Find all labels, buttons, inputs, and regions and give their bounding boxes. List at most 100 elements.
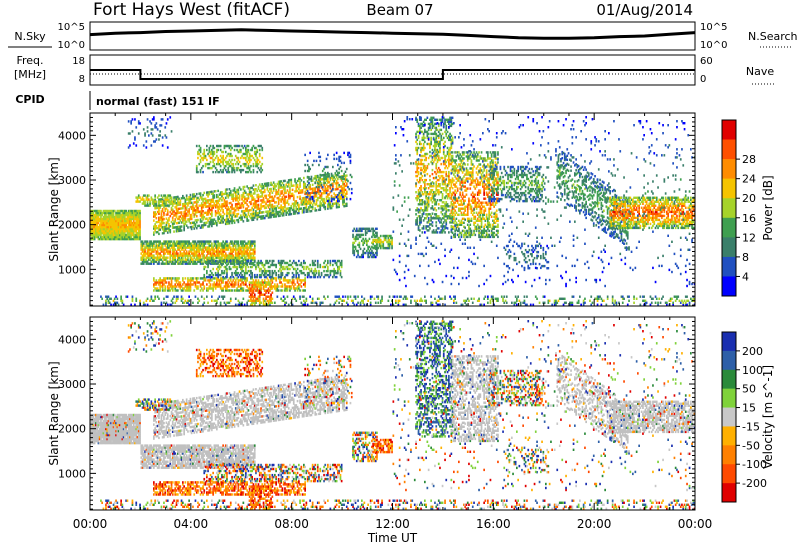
power-cell bbox=[110, 221, 112, 225]
power-cell bbox=[179, 250, 182, 253]
power-cell bbox=[141, 240, 144, 243]
power-cell bbox=[247, 254, 250, 257]
power-cell bbox=[111, 229, 114, 233]
power-cell bbox=[154, 227, 156, 230]
power-cell bbox=[132, 213, 135, 217]
power-cell bbox=[119, 209, 121, 213]
power-cell bbox=[93, 225, 96, 229]
power-cell bbox=[153, 219, 155, 222]
power-cell bbox=[121, 229, 124, 233]
power-cell bbox=[129, 237, 131, 241]
power-cell bbox=[96, 223, 98, 227]
power-cell bbox=[115, 225, 117, 229]
power-cell bbox=[250, 244, 252, 247]
power-cell bbox=[208, 240, 211, 243]
power-cell bbox=[161, 204, 164, 207]
power-cell bbox=[105, 233, 107, 237]
power-cell bbox=[192, 244, 194, 247]
power-cell bbox=[193, 250, 196, 253]
power-cell bbox=[111, 217, 114, 221]
power-cell bbox=[223, 250, 226, 253]
power-cell bbox=[102, 209, 105, 213]
power-cell bbox=[353, 249, 356, 253]
power-cell bbox=[180, 256, 183, 259]
power-cell bbox=[96, 233, 98, 237]
power-cell bbox=[257, 279, 260, 282]
power-cell bbox=[153, 260, 155, 263]
power-cell bbox=[202, 250, 204, 253]
power-cell bbox=[161, 208, 164, 211]
power-cell bbox=[198, 242, 201, 245]
power-cell bbox=[165, 240, 168, 243]
power-cell bbox=[243, 258, 246, 261]
power-cell bbox=[236, 240, 238, 243]
power-cell bbox=[216, 246, 218, 249]
power-cell bbox=[121, 217, 124, 221]
power-cell bbox=[117, 221, 120, 225]
power-cell bbox=[96, 209, 98, 213]
power-cell bbox=[129, 221, 131, 225]
power-cell bbox=[250, 164, 252, 168]
power-cell bbox=[169, 258, 172, 261]
power-cell bbox=[160, 222, 163, 225]
power-cell bbox=[126, 227, 129, 231]
power-cell bbox=[217, 269, 219, 273]
power-cell bbox=[171, 258, 174, 261]
power-cell bbox=[179, 281, 182, 284]
power-cell bbox=[90, 213, 92, 217]
power-cell bbox=[164, 256, 167, 259]
power-cell bbox=[158, 226, 160, 230]
power-cell bbox=[242, 258, 245, 261]
power-cell bbox=[158, 228, 160, 232]
power-cell bbox=[139, 225, 141, 229]
power-cell bbox=[184, 242, 187, 245]
power-cell bbox=[106, 223, 109, 227]
power-cell bbox=[92, 231, 95, 235]
power-cell bbox=[153, 242, 155, 245]
power-cell bbox=[161, 232, 164, 235]
power-cell bbox=[247, 205, 250, 208]
power-cell bbox=[241, 246, 243, 249]
power-cell bbox=[107, 229, 110, 233]
power-cell bbox=[116, 211, 119, 215]
power-cell bbox=[132, 225, 135, 229]
power-cell bbox=[232, 193, 235, 196]
power-cell bbox=[229, 258, 232, 261]
power-cell bbox=[426, 116, 429, 119]
power-cell bbox=[171, 248, 174, 251]
power-cell bbox=[234, 260, 237, 263]
power-cell bbox=[209, 258, 212, 261]
power-cell bbox=[169, 225, 172, 228]
power-cell bbox=[173, 244, 175, 247]
power-cell bbox=[149, 244, 151, 247]
power-cell bbox=[224, 256, 227, 259]
power-cell bbox=[178, 254, 180, 257]
power-cell bbox=[108, 225, 111, 229]
power-cell bbox=[209, 248, 212, 251]
power-cell bbox=[132, 229, 135, 233]
power-cell bbox=[250, 200, 252, 204]
power-cell bbox=[197, 285, 199, 288]
power-cell bbox=[158, 194, 160, 197]
power-cell bbox=[137, 227, 140, 231]
power-cell bbox=[182, 252, 184, 255]
power-cell bbox=[233, 242, 236, 245]
power-cell bbox=[92, 213, 95, 217]
power-cell bbox=[208, 242, 211, 245]
power-cell bbox=[197, 218, 199, 222]
power-cell bbox=[159, 242, 161, 245]
power-cell bbox=[217, 148, 219, 152]
power-cell bbox=[240, 148, 242, 152]
power-cell bbox=[119, 227, 121, 231]
power-cell bbox=[137, 211, 140, 215]
power-cell bbox=[277, 289, 280, 292]
power-cell bbox=[182, 254, 184, 257]
power-cell bbox=[117, 235, 120, 239]
power-cell bbox=[96, 217, 98, 221]
power-cell bbox=[185, 258, 188, 261]
power-cell bbox=[258, 148, 261, 152]
power-cell bbox=[116, 209, 119, 213]
power-cell bbox=[279, 214, 281, 217]
power-cell bbox=[279, 194, 281, 197]
power-cell bbox=[184, 260, 187, 263]
